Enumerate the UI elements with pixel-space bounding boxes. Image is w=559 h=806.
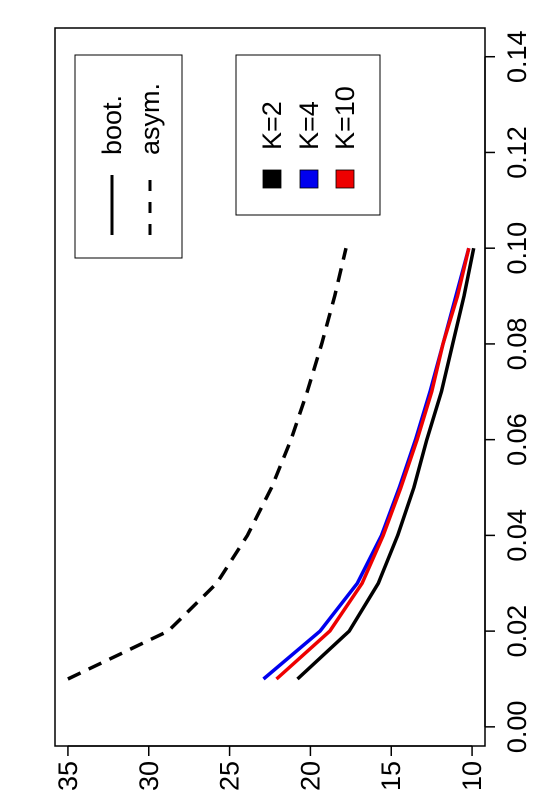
y-tick-label: 10 [457,761,487,791]
legend-label: asym. [135,83,165,155]
x-tick-label: 0.02 [502,605,532,658]
legend-swatch-k4 [299,169,319,189]
legend-label: K=4 [294,101,324,150]
y-tick-label: 20 [295,761,325,791]
legend-label: K=2 [257,101,287,150]
series-line-k10 [275,247,471,681]
linetype-legend: boot. asym. [74,54,183,259]
x-tick-label: 0.10 [502,222,532,275]
legend-swatch-k2 [262,169,282,189]
x-tick-label: 0.14 [502,30,532,83]
series-line-k2 [296,247,476,681]
y-tick-label: 35 [53,761,83,791]
x-tick-label: 0.06 [502,413,532,466]
x-tick-label: 0.00 [502,701,532,754]
y-tick-label: 30 [134,761,164,791]
series-line-asym [67,247,348,681]
x-tick-label: 0.12 [502,126,532,179]
x-tick-label: 0.04 [502,509,532,562]
series-layer [67,247,476,681]
series-line-k4 [262,247,471,681]
legend-label: boot. [97,95,127,155]
legend-swatch-k10 [335,169,355,189]
y-tick-label: 25 [215,761,245,791]
y-axis: 10 15 20 25 30 35 [53,745,487,791]
x-tick-label: 0.08 [502,318,532,371]
y-tick-label: 15 [376,761,406,791]
linetype-legend-box [74,54,183,259]
legend-label: K=10 [330,86,360,150]
color-legend: K=2 K=4 K=10 [235,54,381,216]
color-legend-box [235,54,381,216]
x-axis: 0.00 0.02 0.04 0.06 0.08 0.10 0.12 0.14 [484,30,532,754]
